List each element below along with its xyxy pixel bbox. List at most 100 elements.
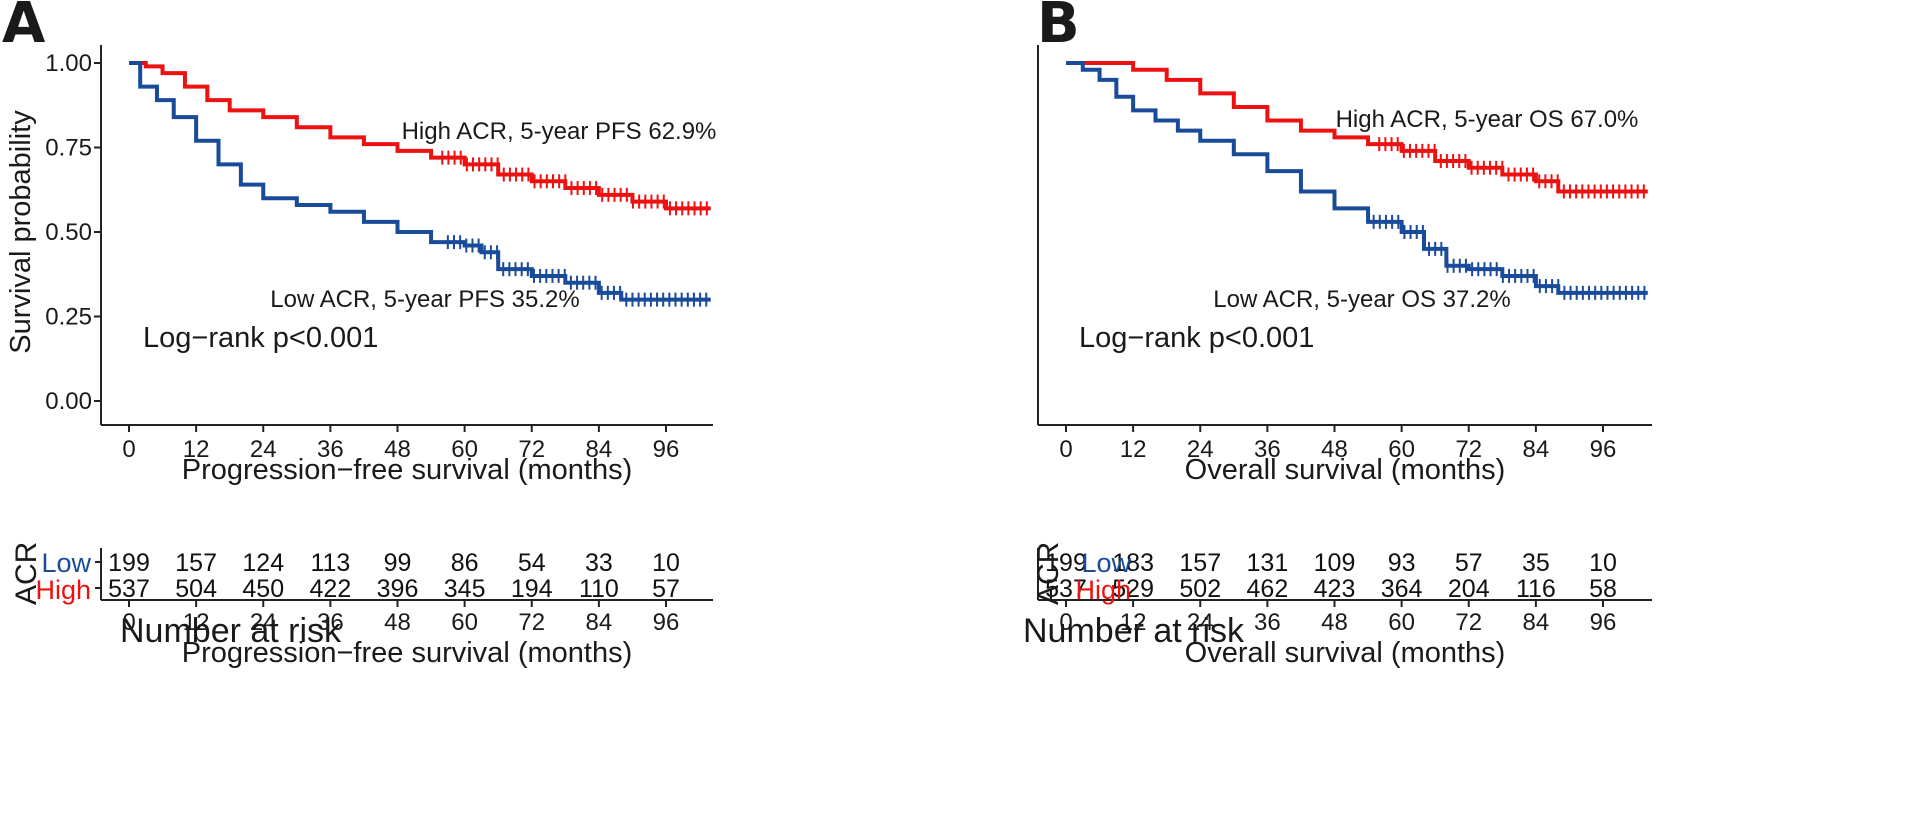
risk-low-count: 113 — [310, 549, 350, 577]
risk-high-count: 396 — [377, 575, 419, 603]
risk-low-count: 93 — [1388, 549, 1416, 577]
risk-x-axis-label: Overall survival (months) — [1185, 637, 1506, 669]
risk-x-tick-label: 24 — [1187, 609, 1214, 636]
panel-a-risk-title: Number at risk — [120, 612, 342, 650]
x-tick-label: 72 — [1455, 436, 1482, 463]
x-tick-label: 24 — [1187, 436, 1214, 463]
panel-b-risk-title: Number at risk — [1023, 612, 1245, 650]
x-axis-label: Progression−free survival (months) — [182, 454, 632, 486]
high-acr-curve — [129, 61, 711, 211]
y-tick-label: 0.75 — [45, 135, 92, 162]
risk-x-axis-label: Progression−free survival (months) — [182, 637, 632, 669]
panel-b-risk-high-label: High — [1075, 575, 1131, 605]
risk-x-tick-label: 36 — [1254, 609, 1281, 636]
risk-x-tick-label: 48 — [1321, 609, 1348, 636]
panel-a-letter: A — [2, 0, 46, 56]
x-tick-label: 48 — [1321, 436, 1348, 463]
high-acr-curve — [1066, 61, 1648, 194]
risk-high-count: 537 — [1045, 575, 1087, 603]
risk-x-tick-label: 84 — [1523, 609, 1550, 636]
panel-b-letter: B — [1037, 0, 1080, 56]
risk-high-count: 194 — [511, 575, 553, 603]
risk-x-tick-label: 60 — [451, 609, 478, 636]
risk-low-count: 99 — [384, 549, 412, 577]
risk-high-count: 204 — [1448, 575, 1490, 603]
risk-low-count: 124 — [242, 549, 284, 577]
y-tick-label: 0.00 — [45, 388, 92, 415]
y-axis-label: Survival probability — [5, 110, 37, 354]
risk-x-tick-label: 48 — [384, 609, 411, 636]
panel-b-risk-low-label: Low — [1081, 548, 1131, 578]
high-acr-annotation: High ACR, 5-year OS 67.0% — [1336, 106, 1639, 133]
x-tick-label: 72 — [518, 436, 545, 463]
risk-high-count: 537 — [108, 575, 150, 603]
risk-high-count: 529 — [1112, 575, 1154, 603]
panel-a: A 0.00 0.25 0.50 0.75 1.00 0 12 24 36 48 60 72 84 96 S… — [0, 0, 953, 815]
risk-x-tick-label: 72 — [1455, 609, 1482, 636]
risk-high-count: 364 — [1381, 575, 1423, 603]
risk-low-count: 131 — [1247, 549, 1289, 577]
risk-low-count: 157 — [1179, 549, 1221, 577]
risk-low-count: 35 — [1522, 549, 1550, 577]
risk-high-count: 345 — [444, 575, 486, 603]
risk-x-tick-label: 96 — [1590, 609, 1617, 636]
risk-x-tick-label: 36 — [317, 609, 344, 636]
risk-x-tick-label: 12 — [1120, 609, 1147, 636]
x-tick-label: 96 — [653, 436, 680, 463]
risk-high-count: 502 — [1179, 575, 1221, 603]
risk-high-count: 110 — [579, 575, 619, 603]
x-tick-label: 96 — [1590, 436, 1617, 463]
risk-x-tick-label: 96 — [653, 609, 680, 636]
log-rank-pvalue: Log−rank p<0.001 — [1079, 322, 1314, 354]
risk-low-count: 57 — [1455, 549, 1483, 577]
risk-high-count: 58 — [1589, 575, 1617, 603]
x-tick-label: 12 — [183, 436, 210, 463]
low-acr-annotation: Low ACR, 5-year PFS 35.2% — [270, 286, 579, 313]
risk-low-count: 33 — [585, 549, 613, 577]
panel-a-risk-high-label: High — [35, 575, 91, 605]
risk-high-count: 504 — [175, 575, 217, 603]
x-tick-label: 0 — [122, 436, 135, 463]
risk-x-tick-label: 0 — [122, 609, 135, 636]
risk-x-tick-label: 72 — [518, 609, 545, 636]
risk-x-tick-label: 0 — [1059, 609, 1072, 636]
risk-low-count: 86 — [451, 549, 479, 577]
risk-high-count: 450 — [242, 575, 284, 603]
panel-a-plot: 0.00 0.25 0.50 0.75 1.00 0 12 24 36 48 60 72 84 96 Sur… — [5, 45, 716, 669]
risk-high-count: 57 — [652, 575, 680, 603]
x-tick-label: 0 — [1059, 436, 1072, 463]
risk-high-count: 422 — [310, 575, 352, 603]
risk-low-count: 183 — [1112, 549, 1154, 577]
risk-low-count: 199 — [1045, 549, 1087, 577]
panel-a-risk-low-label: Low — [41, 548, 91, 578]
y-tick-label: 1.00 — [45, 50, 92, 77]
risk-low-count: 10 — [1589, 549, 1617, 577]
low-acr-annotation: Low ACR, 5-year OS 37.2% — [1213, 286, 1510, 313]
panel-b: B 0.000.250.500.751.0001224364860728496S… — [1023, 0, 1907, 815]
x-tick-label: 12 — [1120, 436, 1147, 463]
risk-low-count: 157 — [175, 549, 217, 577]
x-tick-label: 84 — [1523, 436, 1550, 463]
risk-x-tick-label: 24 — [250, 609, 277, 636]
x-tick-label: 84 — [586, 436, 613, 463]
risk-low-count: 199 — [108, 549, 150, 577]
x-tick-label: 48 — [384, 436, 411, 463]
risk-low-count: 109 — [1314, 549, 1356, 577]
risk-low-count: 54 — [518, 549, 546, 577]
x-tick-label: 24 — [250, 436, 277, 463]
y-tick-label: 0.25 — [45, 304, 92, 331]
risk-high-count: 423 — [1314, 575, 1356, 603]
x-axis-label: Overall survival (months) — [1185, 454, 1506, 486]
x-tick-label: 60 — [1388, 436, 1415, 463]
risk-x-tick-label: 12 — [183, 609, 210, 636]
risk-high-count: 116 — [1516, 575, 1556, 603]
y-tick-label: 0.50 — [45, 219, 92, 246]
x-tick-label: 36 — [317, 436, 344, 463]
risk-high-count: 462 — [1247, 575, 1289, 603]
x-tick-label: 60 — [451, 436, 478, 463]
log-rank-pvalue: Log−rank p<0.001 — [143, 322, 378, 354]
x-tick-label: 36 — [1254, 436, 1281, 463]
risk-low-count: 10 — [652, 549, 680, 577]
risk-x-tick-label: 60 — [1388, 609, 1415, 636]
risk-x-tick-label: 84 — [586, 609, 613, 636]
